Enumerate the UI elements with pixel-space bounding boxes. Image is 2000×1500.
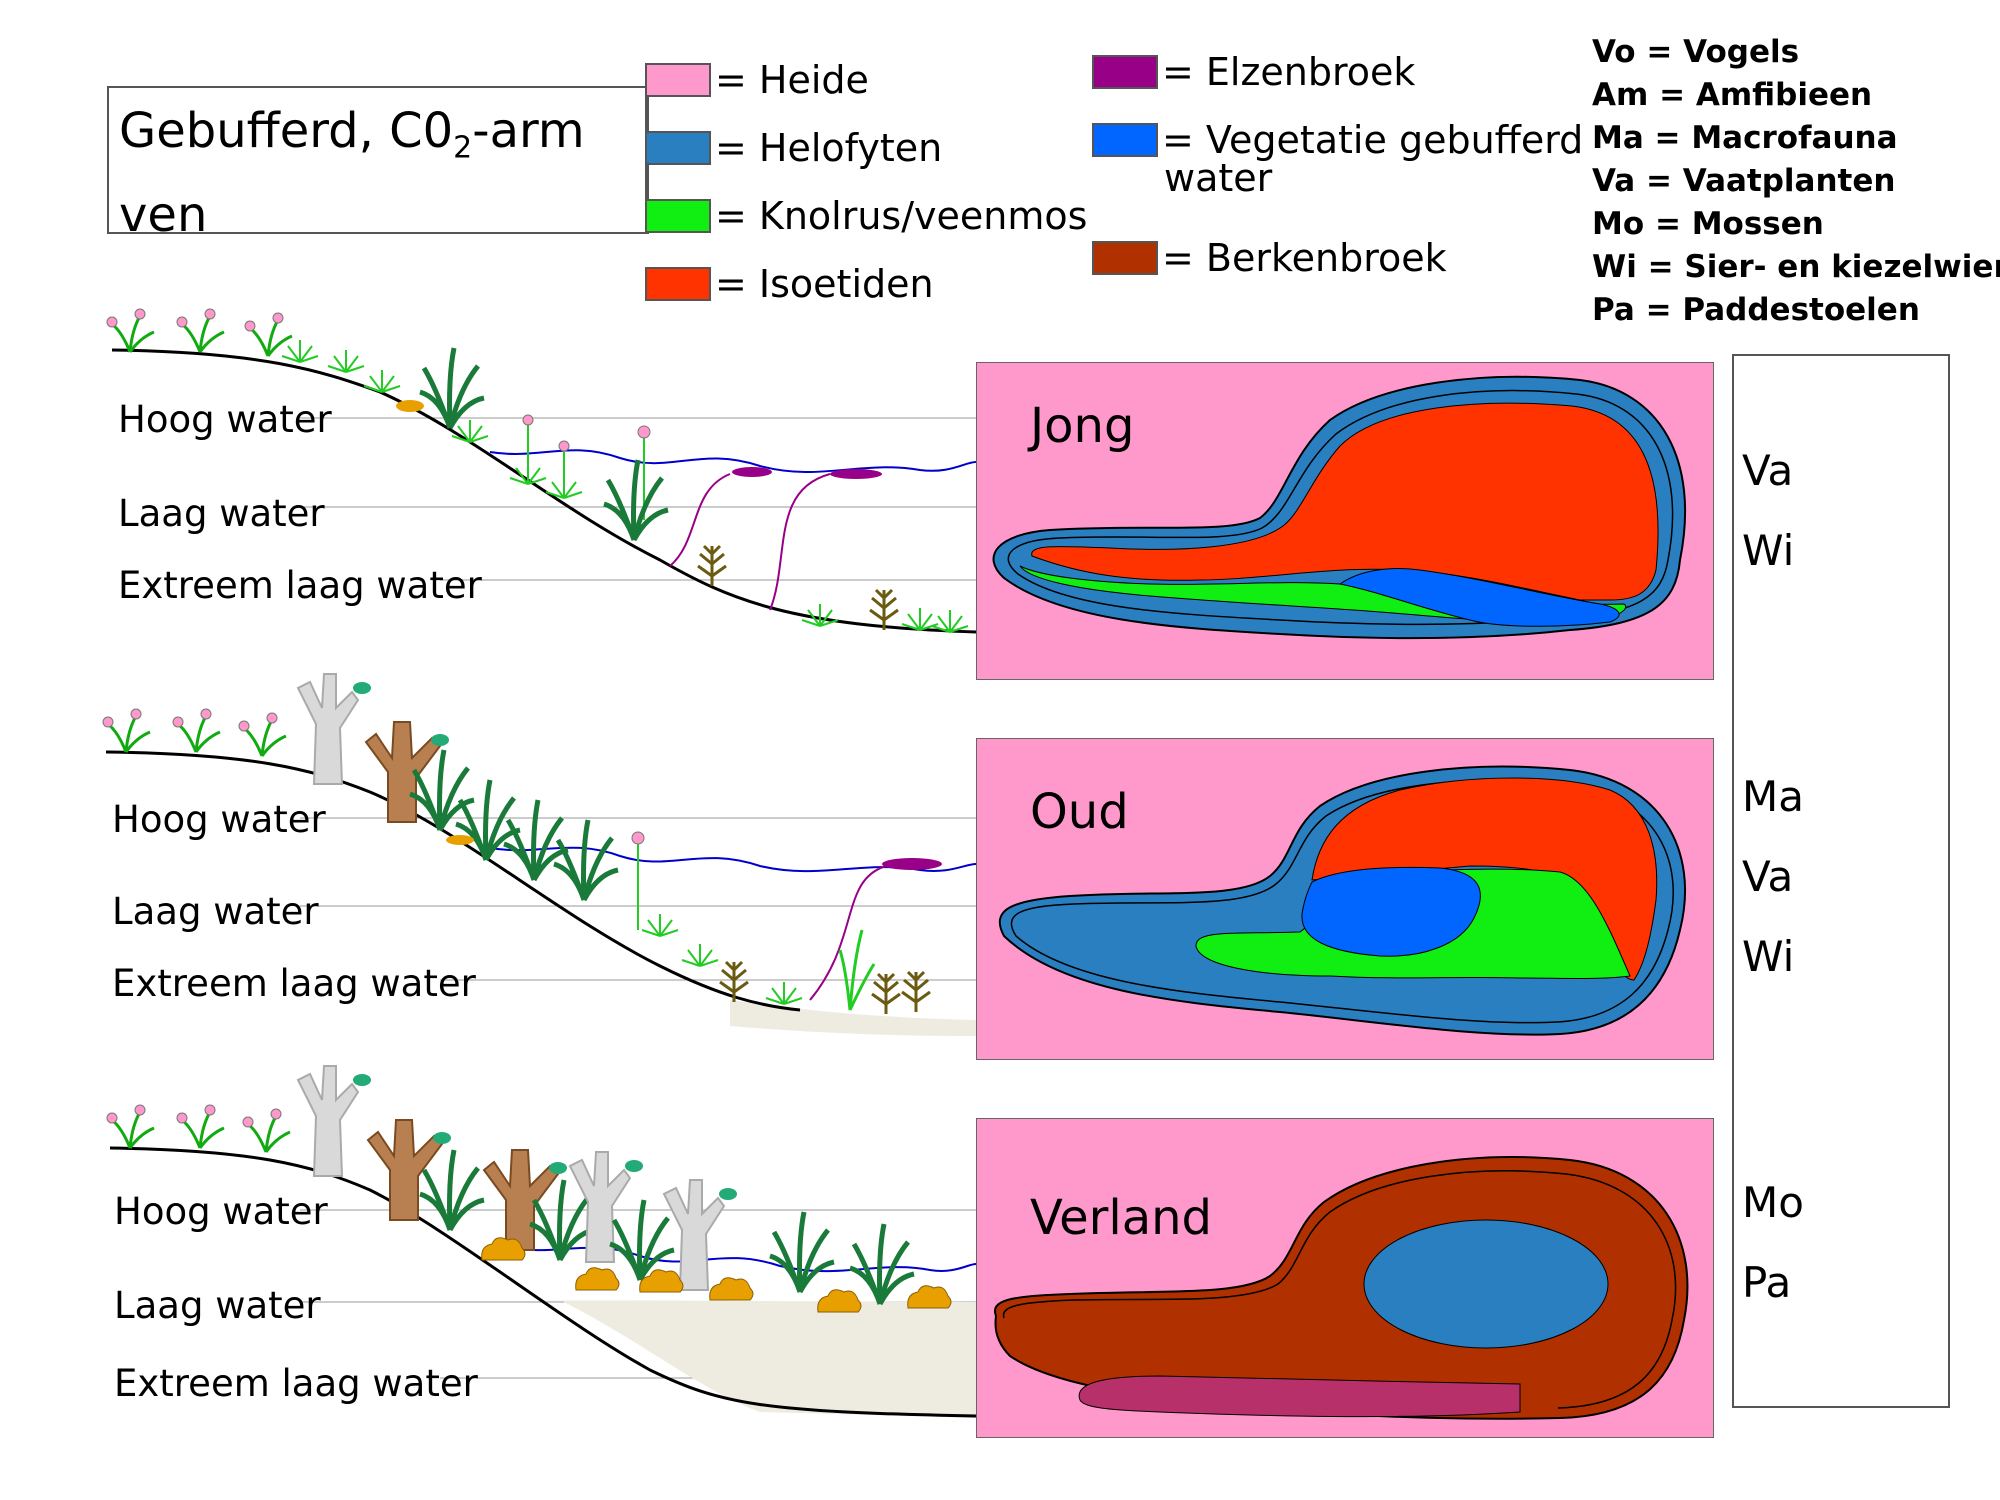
group-jong-2: Wi	[1742, 526, 1795, 575]
level-high-verland: Hoog water	[114, 1190, 328, 1233]
legend-helofyten: = Helofyten	[645, 126, 942, 170]
pond-map-jong	[992, 375, 1687, 640]
level-high-oud: Hoog water	[112, 798, 326, 841]
group-verland-1: Mo	[1742, 1178, 1804, 1227]
legend-label: = Heide	[715, 58, 869, 102]
level-low-verland: Laag water	[114, 1284, 321, 1327]
panel-label-oud: Oud	[1030, 784, 1129, 840]
legend-berkenbroek: = Berkenbroek	[1092, 236, 1447, 280]
legend-label: = Elzenbroek	[1162, 50, 1416, 94]
legend-label: = Vegetatie gebufferd	[1162, 118, 1584, 162]
group-jong-1: Va	[1742, 446, 1794, 495]
abbr-va: Va = Vaatplanten	[1592, 163, 1896, 199]
pond-map-verland	[994, 1156, 1689, 1420]
panel-label-verland: Verland	[1030, 1190, 1213, 1246]
legend-label: = Berkenbroek	[1162, 236, 1447, 280]
cross-section-jong	[105, 307, 977, 634]
legend-swatch	[645, 267, 711, 301]
legend-knolrus: = Knolrus/veenmos	[645, 194, 1087, 238]
panel-label-jong: Jong	[1030, 398, 1135, 454]
level-extreme-jong: Extreem laag water	[118, 564, 482, 607]
legend-swatch	[1092, 241, 1158, 275]
legend-swatch	[1092, 123, 1158, 157]
abbr-wi: Wi = Sier- en kiezelwier	[1592, 249, 2000, 285]
organism-groups-box	[1732, 354, 1950, 1408]
abbr-mo: Mo = Mossen	[1592, 206, 1824, 242]
abbr-ma: Ma = Macrofauna	[1592, 120, 1898, 156]
group-oud-1: Ma	[1742, 772, 1804, 821]
group-verland-2: Pa	[1742, 1258, 1792, 1307]
title-line-2: ven	[119, 186, 208, 243]
cross-section-verland	[105, 1065, 977, 1418]
legend-swatch	[645, 199, 711, 233]
level-low-oud: Laag water	[112, 890, 319, 933]
legend-label-cont: water	[1164, 156, 1273, 200]
cross-section-oud	[101, 673, 977, 1036]
group-oud-3: Wi	[1742, 932, 1795, 981]
title-line-1: Gebufferd, C02-arm	[119, 103, 585, 166]
legend-elzenbroek: = Elzenbroek	[1092, 50, 1415, 94]
level-extreme-verland: Extreem laag water	[114, 1362, 478, 1405]
abbr-am: Am = Amfibieen	[1592, 77, 1873, 113]
legend-heide: = Heide	[645, 58, 869, 102]
abbr-pa: Pa = Paddestoelen	[1592, 292, 1920, 328]
legend-swatch	[645, 131, 711, 165]
abbr-vo: Vo = Vogels	[1592, 34, 1800, 70]
legend-swatch	[645, 63, 711, 97]
legend-label: = Knolrus/veenmos	[715, 194, 1088, 238]
title-box: Gebufferd, C02-arm ven	[107, 86, 647, 243]
pond-map-oud	[998, 765, 1686, 1036]
group-oud-2: Va	[1742, 852, 1794, 901]
level-high-jong: Hoog water	[118, 398, 332, 441]
legend-isoetiden: = Isoetiden	[645, 262, 934, 306]
legend-swatch	[1092, 55, 1158, 89]
legend-label: = Helofyten	[715, 126, 943, 170]
legend-label: = Isoetiden	[715, 262, 934, 306]
legend-vegetatie: = Vegetatie gebufferd	[1092, 118, 1583, 162]
level-extreme-oud: Extreem laag water	[112, 962, 476, 1005]
level-low-jong: Laag water	[118, 492, 325, 535]
